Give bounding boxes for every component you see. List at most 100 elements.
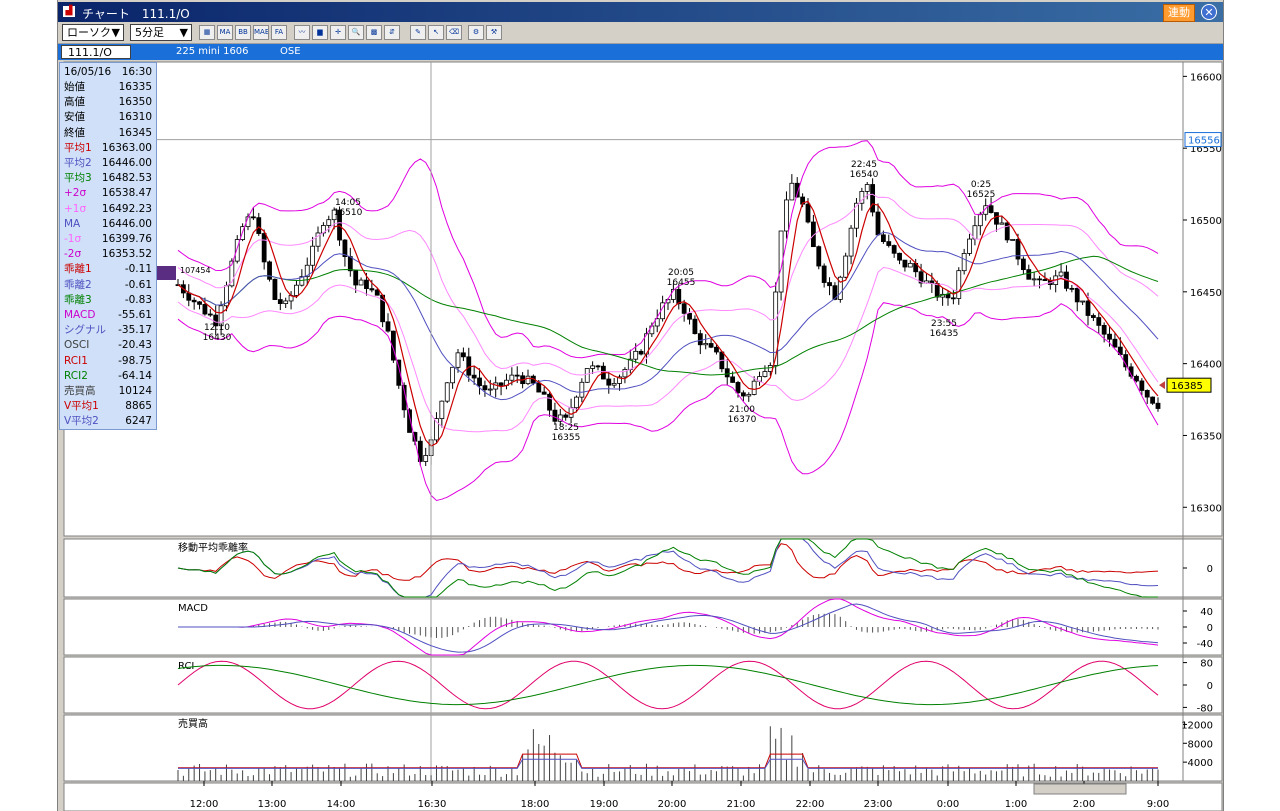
bollinger-lower-1 (177, 266, 1159, 433)
mae-indicator-button[interactable]: MAE (253, 25, 269, 40)
period-value: 5分足 (135, 26, 164, 39)
panel-tick-label: -80 (1197, 703, 1213, 714)
info-row: 乖離2 -0.61 (64, 278, 152, 293)
pen-icon[interactable]: ✎ (410, 25, 426, 40)
info-value: -64.14 (118, 369, 152, 382)
line-chart-icon[interactable]: 〰 (294, 25, 310, 40)
info-value: 16482.53 (101, 172, 152, 185)
crosshair-icon[interactable]: ✛ (330, 25, 346, 40)
annotation-time: 23:55 (931, 319, 957, 329)
info-panel: 16/05/16 16:30 始値 16335 高値 16350 安値 16310 終値 16… (59, 62, 157, 430)
period-select[interactable]: 5分足 ▼ (130, 24, 192, 41)
candle-body (390, 330, 396, 361)
panel-title: RCI (178, 661, 194, 672)
candle-body (687, 312, 692, 320)
side-marker (157, 266, 176, 280)
x-tick-label: 2:00 (1073, 799, 1095, 810)
close-icon[interactable]: ✕ (1201, 4, 1217, 20)
symbol-input[interactable]: 111.1/O (61, 45, 131, 59)
x-tick-label: 14:00 (327, 799, 356, 810)
candle-body (967, 238, 972, 254)
candle-body (191, 299, 197, 303)
eraser-icon[interactable]: ⌫ (446, 25, 462, 40)
side-marker-label: 107454 (180, 266, 211, 275)
zoom-icon[interactable]: 🔍 (348, 25, 364, 40)
tools-icon[interactable]: ⚒ (486, 25, 502, 40)
exchange-name: OSE (280, 46, 301, 57)
candle-body (638, 350, 644, 355)
x-tick-label: 0:00 (937, 799, 959, 810)
settings-icon[interactable]: ⚙ (468, 25, 484, 40)
info-value: 16335 (118, 81, 152, 93)
pointer-icon[interactable]: ↖ (428, 25, 444, 40)
info-label: 売買高 (64, 385, 96, 397)
info-label: V平均2 (64, 415, 99, 428)
panel-tick-label: 12000 (1181, 720, 1213, 731)
info-label: RCI2 (64, 369, 88, 382)
crosshair-price-box (1184, 132, 1222, 148)
compare-icon[interactable]: ⇵ (384, 25, 400, 40)
info-row: 高値 16350 (64, 95, 152, 110)
fa-indicator-button[interactable]: FA (271, 25, 287, 40)
info-label: 安値 (64, 111, 85, 124)
candle-body (676, 288, 682, 305)
annotation-price: 16355 (552, 433, 581, 443)
volume-average-1 (178, 753, 1158, 769)
bollinger-lower-2 (177, 302, 1159, 502)
candle-body (703, 343, 709, 346)
candle-body (450, 366, 456, 384)
info-date: 16/05/16 (64, 66, 112, 78)
link-toggle-button[interactable]: 連動 (1163, 4, 1195, 22)
candle-body (277, 299, 283, 304)
annotation-price: 16370 (728, 415, 757, 425)
y-tick-label: 16300 (1190, 503, 1222, 514)
title-bar: ▟ チャート 111.1/O 連動 ✕ (58, 2, 1223, 22)
candle-body (999, 222, 1005, 225)
horizontal-scrollbar[interactable] (1033, 783, 1127, 795)
chart-type-select[interactable]: ローソク ▼ (62, 24, 124, 41)
candle-body (848, 227, 854, 257)
panel-tick-label: 8000 (1188, 739, 1213, 750)
candle-body (714, 346, 719, 353)
candle-body (358, 279, 364, 286)
info-value: 6247 (125, 415, 152, 428)
info-label: OSCI (64, 339, 90, 352)
candle-body (961, 253, 967, 272)
current-price-box (1166, 377, 1212, 393)
candle-body (1026, 269, 1032, 280)
deviation-line (177, 543, 1159, 581)
candle-body (880, 234, 886, 242)
y-tick-label: 16550 (1190, 144, 1222, 155)
candle-body (843, 255, 849, 278)
candle-body (1020, 258, 1026, 271)
time-axis-frame (63, 782, 1223, 811)
candle-body (374, 289, 380, 296)
info-row: 終値 16345 (64, 126, 152, 141)
info-label: MACD (64, 309, 96, 321)
candle-body (934, 283, 940, 298)
candle-body (945, 293, 951, 299)
candle-body (854, 202, 859, 229)
candle-body (1090, 315, 1096, 318)
info-row: 売買高 10124 (64, 384, 152, 399)
candle-body (1080, 300, 1086, 303)
annotation-price: 16525 (967, 190, 996, 200)
candle-body (1069, 287, 1075, 290)
symbol-bar: 111.1/O 225 mini 1606 OSE (58, 44, 1223, 60)
grid-icon[interactable]: ▩ (366, 25, 382, 40)
y-tick-label: 16350 (1190, 431, 1222, 442)
candle-body (385, 321, 391, 332)
annotation-time: 0:25 (971, 180, 991, 190)
symbol-list-icon[interactable]: ▦ (199, 25, 215, 40)
bb-indicator-button[interactable]: BB (235, 25, 251, 40)
candle-body (977, 213, 983, 227)
info-row: RCI2 -64.14 (64, 369, 152, 384)
candle-body (229, 260, 235, 287)
candle-body (439, 400, 445, 419)
ma-indicator-button[interactable]: MA (217, 25, 233, 40)
bar-chart-icon[interactable]: ▆ (312, 25, 328, 40)
toolbar: ローソク ▼ 5分足 ▼ ▦ MA BB MAE FA 〰 ▆ ✛ 🔍 ▩ ⇵ … (58, 22, 1223, 44)
info-value: -98.75 (118, 354, 152, 367)
candle-body (396, 359, 402, 386)
